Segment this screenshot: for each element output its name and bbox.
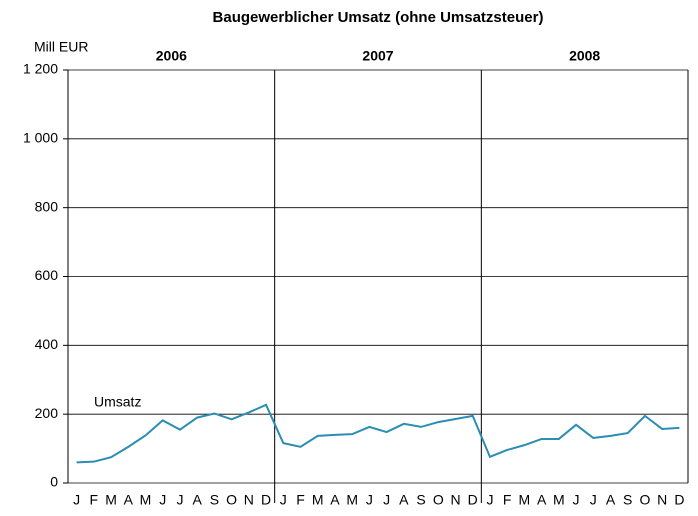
x-tick-label: J [73, 492, 80, 508]
y-tick-label: 400 [35, 336, 59, 352]
x-tick-label: N [657, 492, 667, 508]
chart-title: Baugewerblicher Umsatz (ohne Umsatzsteue… [213, 9, 544, 26]
x-tick-label: O [639, 492, 650, 508]
x-tick-label: S [416, 492, 425, 508]
y-tick-label: 0 [50, 474, 58, 490]
x-tick-label: J [366, 492, 373, 508]
year-label: 2006 [156, 48, 187, 64]
year-label: 2008 [569, 48, 600, 64]
x-tick-label: M [346, 492, 358, 508]
x-tick-label: A [606, 492, 616, 508]
x-tick-label: N [450, 492, 460, 508]
x-tick-label: A [330, 492, 340, 508]
x-tick-label: J [159, 492, 166, 508]
y-tick-label: 1 000 [23, 130, 58, 146]
x-tick-label: D [261, 492, 271, 508]
x-tick-label: M [553, 492, 565, 508]
x-tick-label: A [192, 492, 202, 508]
x-tick-label: F [90, 492, 99, 508]
y-tick-label: 800 [35, 198, 59, 214]
y-tick-label: 200 [35, 405, 59, 421]
x-tick-label: J [176, 492, 183, 508]
x-tick-label: M [140, 492, 152, 508]
x-tick-label: M [105, 492, 117, 508]
x-tick-label: J [573, 492, 580, 508]
y-tick-label: 600 [35, 267, 59, 283]
x-tick-label: M [312, 492, 324, 508]
x-tick-label: J [486, 492, 493, 508]
x-tick-label: A [537, 492, 547, 508]
x-tick-label: D [674, 492, 684, 508]
x-tick-label: A [399, 492, 409, 508]
x-tick-label: D [468, 492, 478, 508]
x-tick-label: S [210, 492, 219, 508]
x-tick-label: N [244, 492, 254, 508]
x-tick-label: J [280, 492, 287, 508]
x-tick-label: A [124, 492, 134, 508]
x-tick-label: S [623, 492, 632, 508]
x-tick-label: F [296, 492, 305, 508]
x-tick-label: O [226, 492, 237, 508]
x-tick-label: F [503, 492, 512, 508]
series-annotation: Umsatz [94, 394, 141, 410]
y-tick-label: 1 200 [23, 61, 58, 77]
x-tick-label: J [590, 492, 597, 508]
data-line [76, 403, 680, 464]
y-axis-label: Mill EUR [34, 39, 88, 55]
x-tick-label: M [519, 492, 531, 508]
year-label: 2007 [362, 48, 393, 64]
x-tick-label: O [433, 492, 444, 508]
x-tick-label: J [383, 492, 390, 508]
